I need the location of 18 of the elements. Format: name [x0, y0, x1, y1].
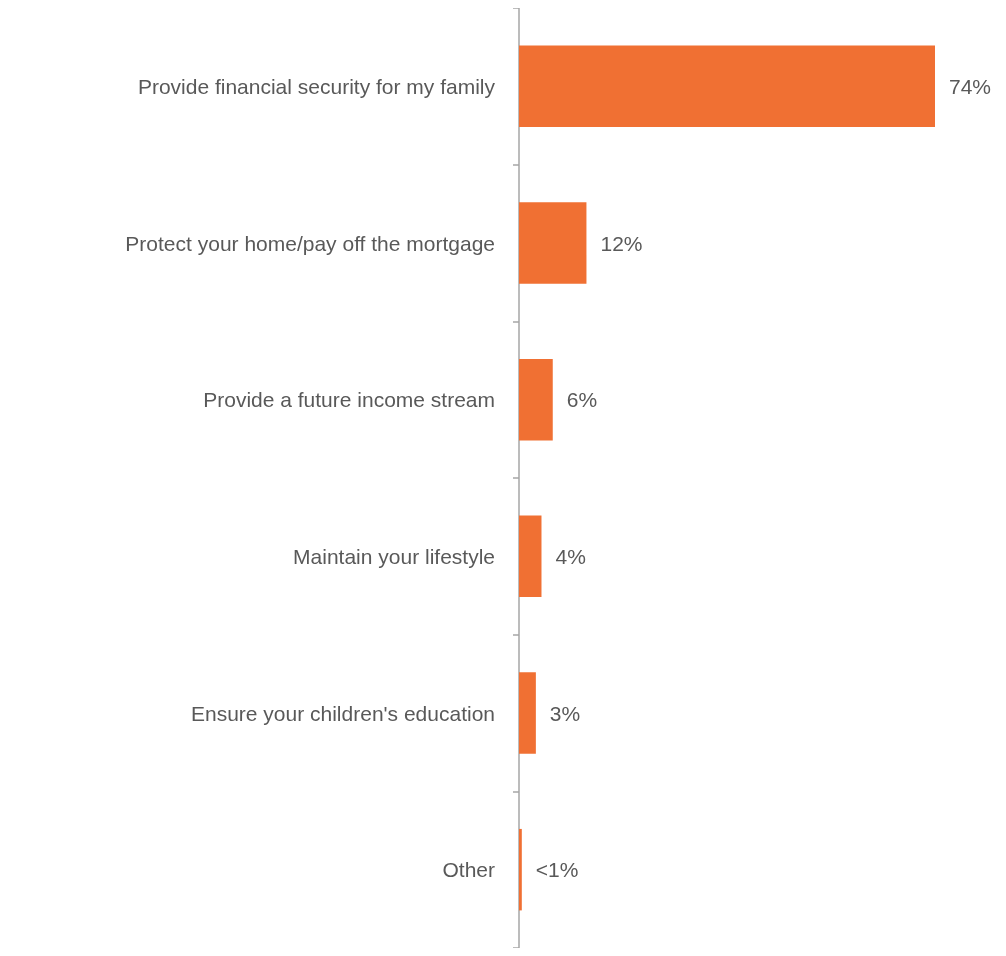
y-tick-label: Provide a future income stream — [203, 388, 495, 412]
y-tick-label: Protect your home/pay off the mortgage — [125, 231, 495, 255]
bar — [519, 45, 935, 128]
data-label: 4% — [555, 544, 586, 568]
bar — [519, 358, 553, 441]
bar — [519, 672, 536, 754]
y-tick-label: Provide financial security for my family — [137, 74, 496, 98]
bar — [519, 515, 542, 598]
data-label: 3% — [549, 701, 581, 725]
data-label: 6% — [566, 388, 598, 412]
data-label: 12% — [600, 231, 643, 255]
data-label: <1% — [535, 858, 579, 882]
y-tick-label: Ensure your children's education — [190, 701, 495, 725]
y-tick-label: Other — [442, 858, 495, 882]
y-tick-label: Maintain your lifestyle — [293, 544, 495, 568]
bar — [519, 828, 522, 911]
data-label: 74% — [949, 74, 992, 98]
bar — [519, 202, 587, 284]
